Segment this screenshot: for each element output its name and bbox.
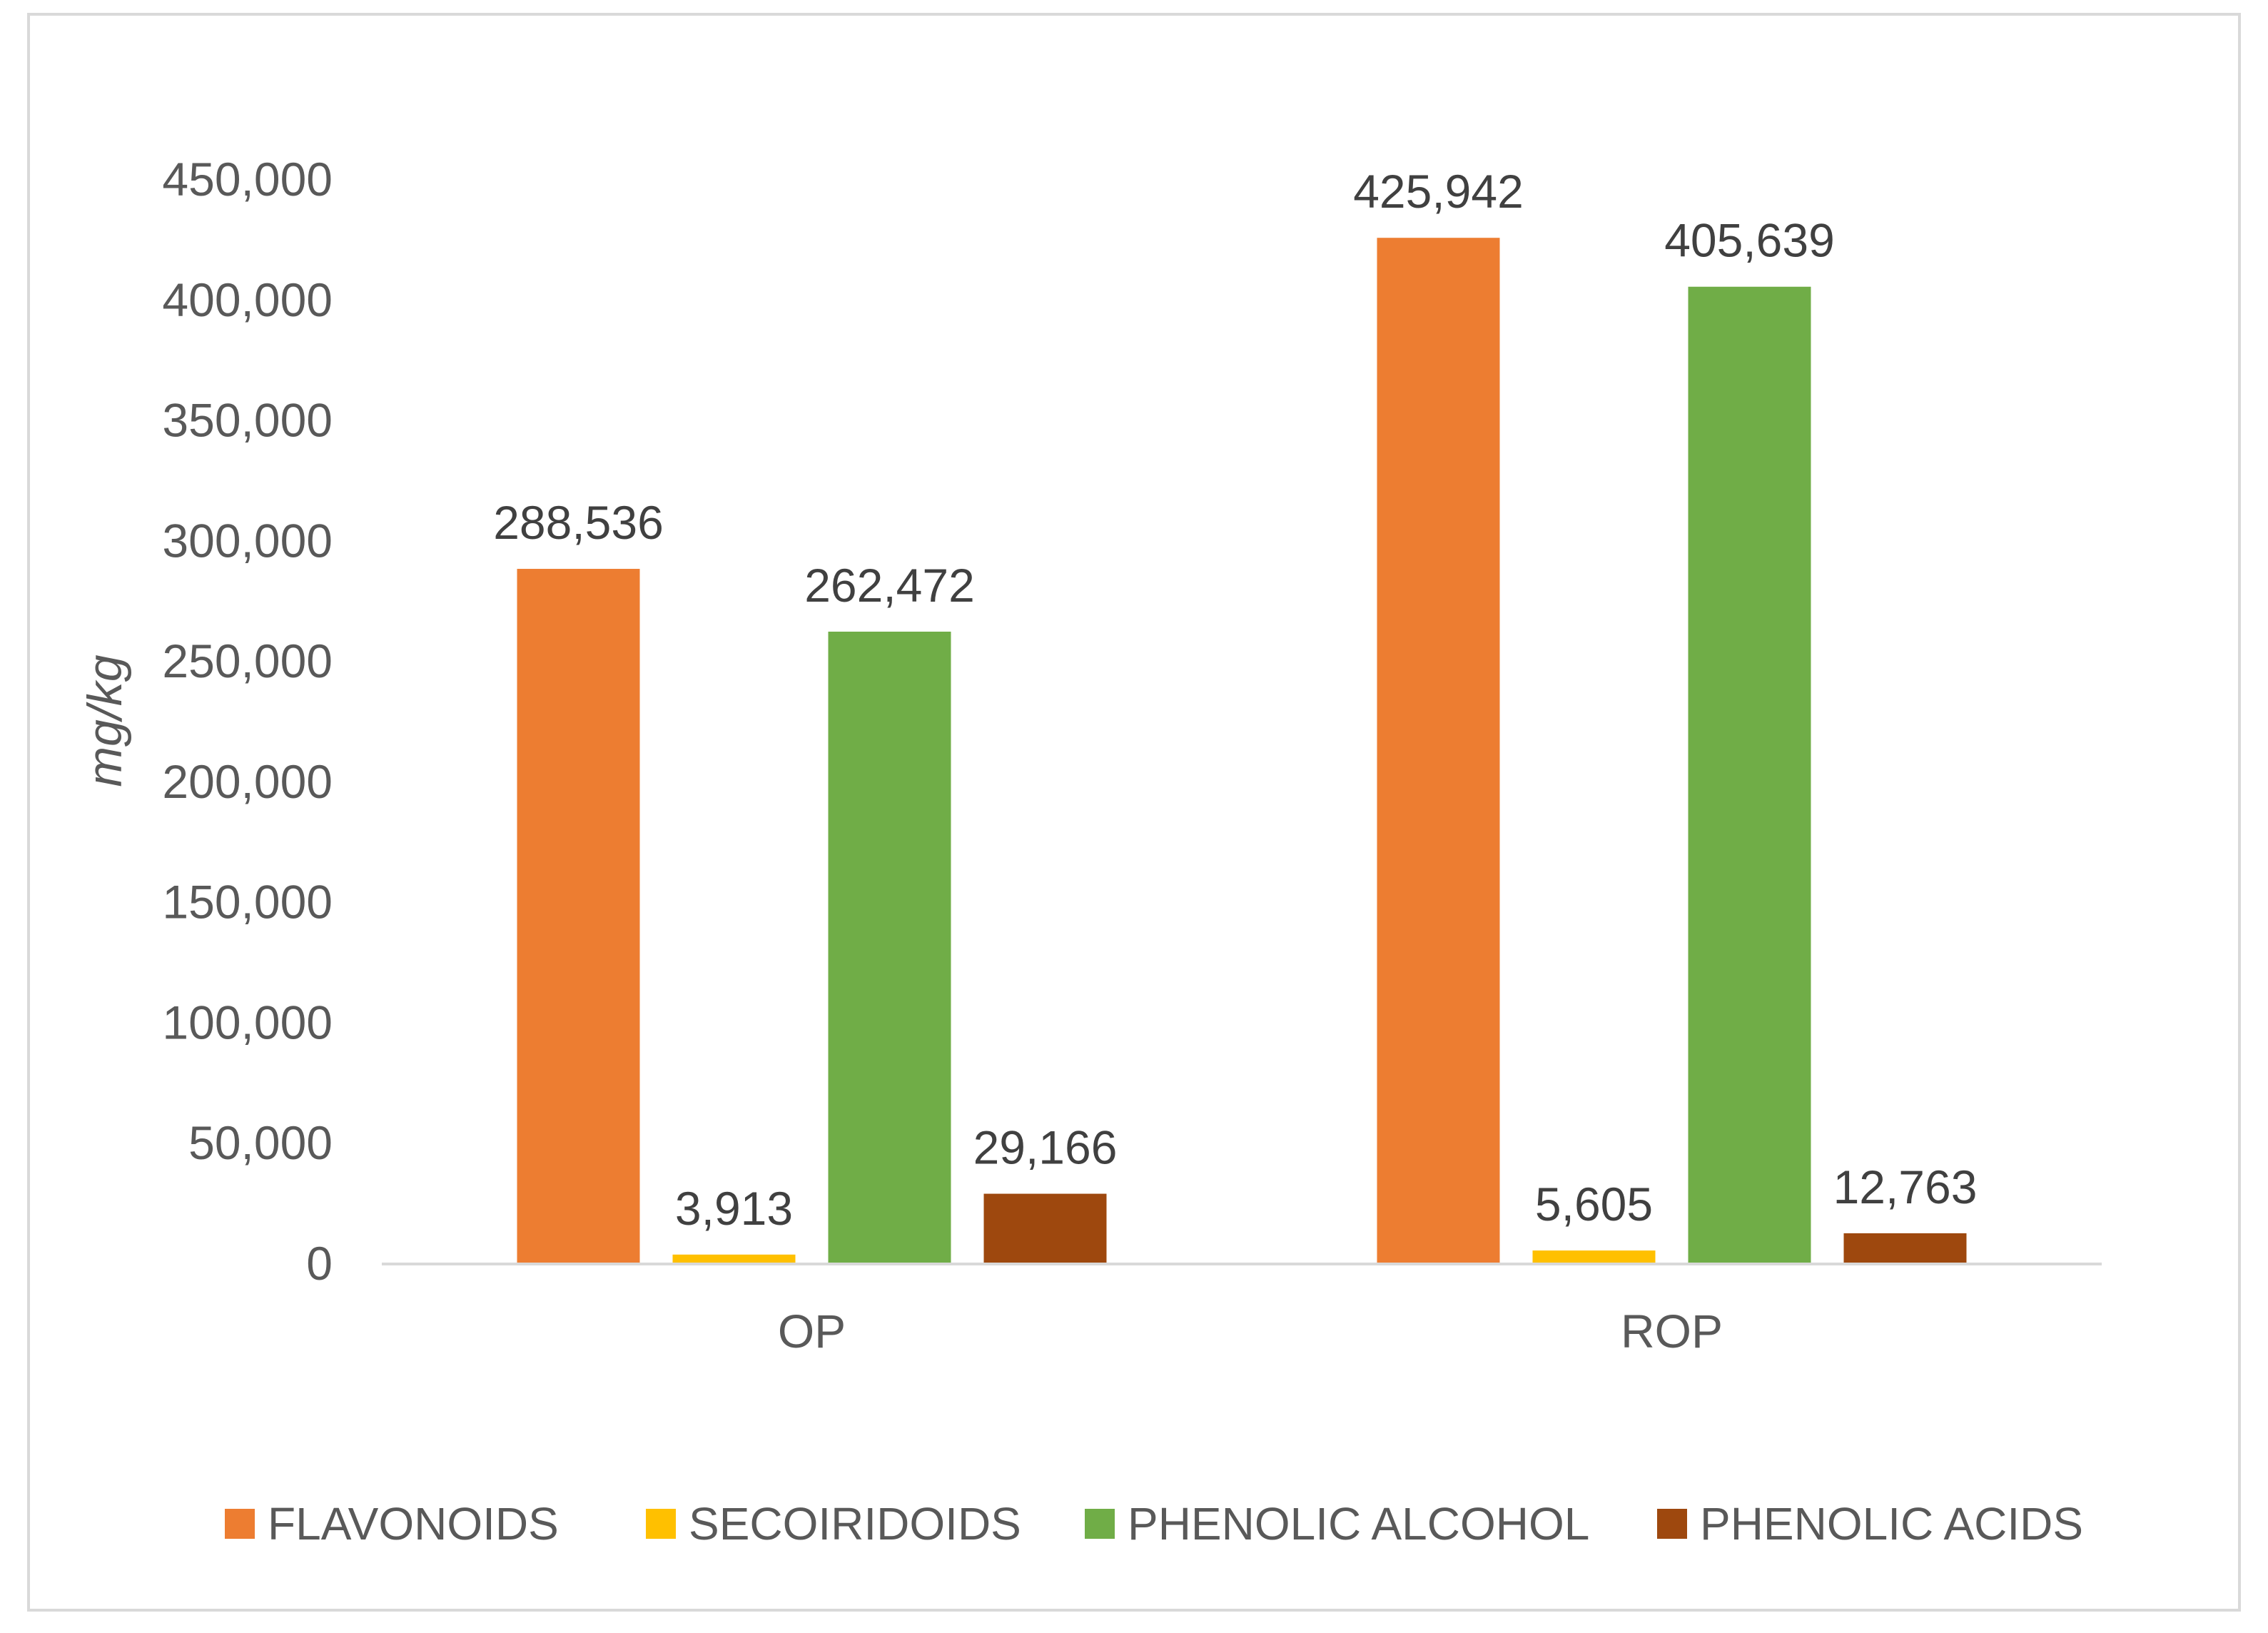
y-axis-label: mg/kg	[78, 654, 132, 787]
bar-rop-flavonoids	[1377, 238, 1500, 1264]
legend-label: PHENOLIC ACIDS	[1700, 1498, 2083, 1549]
data-label: 262,472	[804, 559, 975, 612]
y-tick-label: 50,000	[188, 1116, 333, 1169]
bar-op-phenolic-acids	[983, 1193, 1107, 1264]
y-tick-label: 400,000	[162, 273, 333, 326]
data-label: 29,166	[973, 1121, 1118, 1174]
legend-label: FLAVONOIDS	[268, 1498, 559, 1549]
bar-op-secoiridoids	[672, 1254, 796, 1264]
y-tick-label: 200,000	[162, 755, 333, 808]
bar-op-flavonoids	[517, 569, 640, 1264]
legend-label: SECOIRIDOIDS	[689, 1498, 1021, 1549]
y-tick-label: 250,000	[162, 635, 333, 687]
chart-frame	[27, 13, 2241, 1612]
bar-rop-phenolic-alcohol	[1688, 286, 1811, 1264]
x-axis-categories: OP ROP	[778, 1305, 1723, 1358]
x-category-label: OP	[778, 1305, 846, 1358]
y-tick-label: 350,000	[162, 394, 333, 447]
data-label: 405,639	[1664, 214, 1835, 267]
y-tick-label: 0	[306, 1237, 333, 1290]
data-label: 288,536	[493, 496, 664, 549]
data-label: 5,605	[1535, 1178, 1653, 1230]
bars	[517, 238, 1967, 1264]
data-label: 3,913	[675, 1182, 793, 1235]
data-labels: 288,536 3,913 262,472 29,166 425,942 5,605 405…	[493, 165, 1977, 1235]
legend: FLAVONOIDS SECOIRIDOIDS PHENOLIC ALCOHOL PH…	[225, 1498, 2083, 1549]
bar-op-phenolic-alcohol	[828, 632, 951, 1264]
bar-rop-phenolic-acids	[1843, 1233, 1967, 1264]
y-tick-label: 450,000	[162, 153, 333, 206]
y-tick-label: 300,000	[162, 514, 333, 567]
data-label: 425,942	[1353, 165, 1524, 218]
x-category-label: ROP	[1621, 1305, 1723, 1358]
y-axis-ticks: 0 50,000 100,000 150,000 200,000 250,000 300,0…	[162, 153, 333, 1290]
bar-rop-secoiridoids	[1532, 1250, 1656, 1264]
legend-swatch	[1657, 1509, 1687, 1539]
legend-swatch	[225, 1509, 255, 1539]
y-tick-label: 150,000	[162, 876, 333, 929]
y-tick-label: 100,000	[162, 996, 333, 1048]
legend-swatch	[646, 1509, 676, 1539]
data-label: 12,763	[1833, 1161, 1978, 1213]
legend-swatch	[1085, 1509, 1115, 1539]
legend-label: PHENOLIC ALCOHOL	[1128, 1498, 1589, 1549]
